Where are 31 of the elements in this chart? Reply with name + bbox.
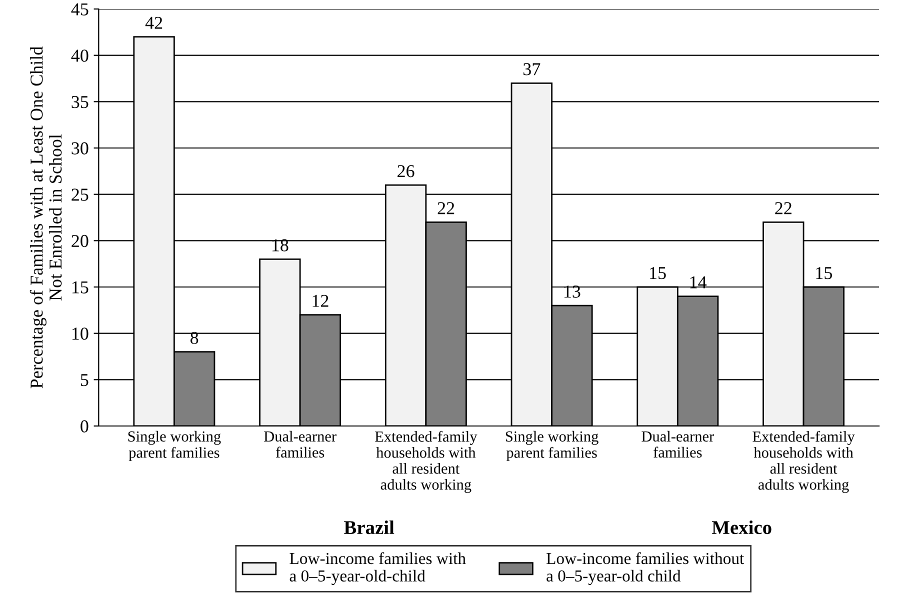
y-tick-label: 20 — [72, 234, 88, 248]
data-label: 26 — [398, 165, 414, 178]
data-label: 12 — [312, 294, 328, 307]
y-tick-label: 10 — [72, 328, 88, 340]
text: Brazil — [344, 520, 394, 534]
text: Mexico — [712, 520, 772, 534]
y-tick-label: 0 — [80, 420, 88, 432]
y-tick-label: 25 — [72, 188, 88, 201]
x-tick-label: Dual-earner families — [642, 430, 714, 458]
y-tick-label: 5 — [80, 374, 88, 386]
data-label: 42 — [145, 16, 162, 29]
data-label: 37 — [523, 63, 540, 76]
data-label: 8 — [190, 332, 198, 344]
y-tick-label: 35 — [72, 96, 88, 108]
legend-label: Low-income families without a 0–5-year-old child — [546, 552, 744, 585]
legend-label: Low-income families with a 0–5-year-old-child — [290, 552, 466, 585]
y-tick-label: 40 — [71, 50, 88, 62]
x-tick-label: Extended-family households with all resident adults working — [752, 430, 855, 493]
data-label: 22 — [775, 202, 792, 214]
x-tick-label: Single working parent families — [128, 430, 221, 461]
y-tick-label: 45 — [71, 3, 88, 16]
data-label: 18 — [272, 239, 288, 252]
data-label: 22 — [438, 202, 454, 214]
y-axis-title: Percentage of Families with at Least One Child Not Enrolled in School — [30, 46, 62, 388]
x-tick-label: Extended-family households with all resident adults working — [375, 430, 478, 493]
x-tick-label: Dual-earner families — [264, 430, 336, 458]
x-tick-label: Single working parent families — [506, 430, 598, 461]
data-label: 15 — [816, 267, 832, 280]
y-tick-label: 15 — [72, 281, 88, 294]
data-label: 15 — [650, 267, 666, 280]
y-tick-label: 30 — [72, 142, 88, 154]
